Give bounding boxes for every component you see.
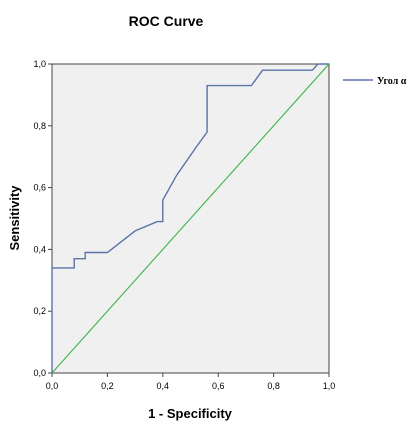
x-tick-label: 0,4 <box>157 381 170 391</box>
y-tick-label: 1,0 <box>33 59 46 69</box>
legend-label: Угол α <box>377 76 407 87</box>
series-lines <box>51 63 330 374</box>
x-axis-ticks: 0,0 0,2 0,4 0,6 0,8 1,0 <box>46 373 336 391</box>
x-tick-label: 0,2 <box>101 381 114 391</box>
y-tick-label: 0,0 <box>33 368 46 378</box>
chart-title: ROC Curve <box>129 13 204 29</box>
y-tick-label: 0,8 <box>33 121 46 131</box>
y-tick-label: 0,2 <box>33 306 46 316</box>
y-tick-label: 0,4 <box>33 244 46 254</box>
x-axis-title: 1 - Specificity <box>148 406 233 421</box>
x-tick-label: 0,8 <box>267 381 280 391</box>
x-tick-label: 1,0 <box>323 381 336 391</box>
x-tick-label: 0,0 <box>46 381 59 391</box>
y-axis-title: Sensitivity <box>7 185 22 251</box>
x-tick-label: 0,6 <box>212 381 225 391</box>
legend: Угол α <box>343 76 407 87</box>
y-tick-label: 0,6 <box>33 183 46 193</box>
reference-diagonal-line <box>51 63 330 374</box>
y-axis-ticks: 0,0 0,2 0,4 0,6 0,8 1,0 <box>33 59 52 378</box>
roc-curve-line <box>51 63 329 373</box>
